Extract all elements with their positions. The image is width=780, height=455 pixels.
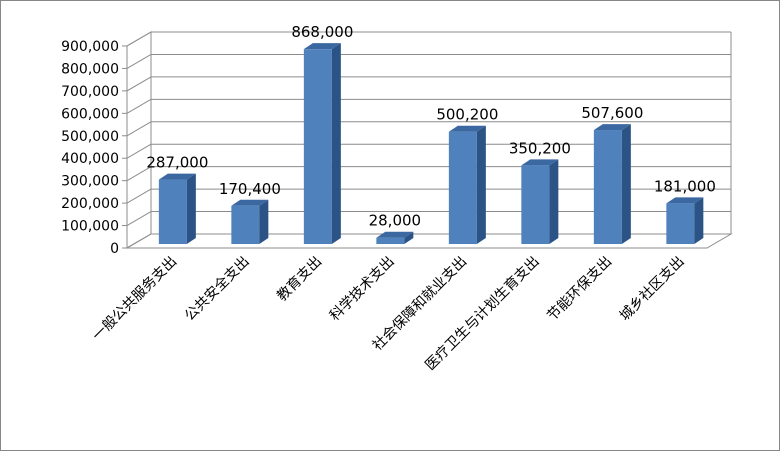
bar-front bbox=[303, 49, 332, 244]
data-label: 868,000 bbox=[291, 23, 353, 41]
x-tick-label: 城乡社区支出 bbox=[617, 254, 688, 325]
bar-front bbox=[376, 237, 405, 244]
y-tick-label: 100,000 bbox=[61, 219, 119, 235]
chart-walls bbox=[125, 31, 733, 249]
data-label: 350,200 bbox=[509, 139, 571, 157]
bar-side bbox=[621, 124, 631, 244]
bar-top bbox=[593, 124, 631, 131]
y-tick-label: 600,000 bbox=[61, 106, 119, 122]
gridline-side bbox=[126, 31, 152, 47]
y-tick-label: 400,000 bbox=[61, 151, 119, 167]
gridline-side bbox=[126, 76, 152, 92]
bar-side bbox=[404, 231, 414, 244]
y-tick-label: 200,000 bbox=[61, 196, 119, 212]
gridline-side bbox=[126, 54, 152, 69]
data-labels: 287,000 170,400 868,000 28,000 500,200 350,20… bbox=[146, 23, 716, 230]
gridline-side bbox=[126, 233, 152, 249]
x-axis-ticks: 一般公共服务支出 公共安全支出 教育支出 科学技术支出社会保障和就业支出医疗卫生与计划… bbox=[90, 253, 688, 374]
bar-top bbox=[376, 231, 414, 238]
bar-top bbox=[231, 199, 269, 206]
data-label: 507,600 bbox=[581, 104, 643, 122]
x-tick-label: 教育支出 bbox=[274, 254, 325, 305]
bar-front bbox=[521, 165, 550, 244]
bar-front bbox=[158, 179, 187, 244]
bar-front bbox=[666, 203, 695, 244]
gridline-side bbox=[126, 211, 152, 226]
bar-top bbox=[303, 43, 341, 50]
y-tick-label: 700,000 bbox=[61, 84, 119, 100]
bar-top bbox=[158, 173, 196, 180]
bar bbox=[303, 43, 341, 244]
bar bbox=[448, 125, 486, 244]
y-tick-label: 500,000 bbox=[61, 129, 119, 145]
bar-front bbox=[593, 130, 622, 244]
bar-front bbox=[231, 205, 260, 244]
y-tick-label: 800,000 bbox=[61, 61, 119, 77]
bar bbox=[231, 199, 269, 244]
data-label: 170,400 bbox=[219, 180, 281, 198]
bar bbox=[376, 231, 414, 244]
x-tick-label: 节能环保支出 bbox=[544, 254, 615, 325]
bar-side bbox=[331, 43, 341, 244]
data-label: 500,200 bbox=[436, 106, 498, 124]
bar bbox=[521, 159, 559, 244]
bar-side bbox=[186, 173, 196, 244]
x-tick-label: 公共安全支出 bbox=[181, 253, 252, 324]
gridlines bbox=[126, 31, 731, 249]
bar bbox=[593, 124, 631, 244]
gridline-side bbox=[126, 98, 152, 114]
side-wall bbox=[126, 31, 152, 249]
y-tick-label: 900,000 bbox=[61, 39, 119, 55]
x-tick-label: 科学技术支出 bbox=[327, 254, 398, 325]
floor bbox=[125, 233, 733, 249]
bar bbox=[158, 173, 196, 244]
data-label: 287,000 bbox=[146, 154, 208, 172]
bar-top bbox=[521, 159, 559, 166]
bar-side bbox=[549, 159, 559, 244]
data-label: 28,000 bbox=[369, 212, 422, 230]
bars bbox=[158, 43, 704, 244]
data-label: 181,000 bbox=[654, 177, 716, 195]
bar-top bbox=[448, 125, 486, 132]
y-tick-label: 300,000 bbox=[61, 174, 119, 190]
gridline-side bbox=[126, 143, 152, 159]
bar-side bbox=[476, 125, 486, 244]
y-tick-label: 0 bbox=[110, 241, 119, 257]
bar-side bbox=[694, 197, 704, 244]
bar bbox=[666, 197, 704, 244]
y-axis-ticks: 0 100,000 200,000 300,000 400,000 500,000 600,… bbox=[61, 39, 128, 257]
gridline-side bbox=[126, 121, 152, 137]
gridline-side bbox=[126, 188, 152, 204]
bar-top bbox=[666, 197, 704, 204]
bar-side bbox=[259, 199, 269, 244]
x-tick-label: 一般公共服务支出 bbox=[90, 254, 181, 345]
gridline-side bbox=[126, 166, 152, 182]
bar-front bbox=[448, 131, 477, 244]
